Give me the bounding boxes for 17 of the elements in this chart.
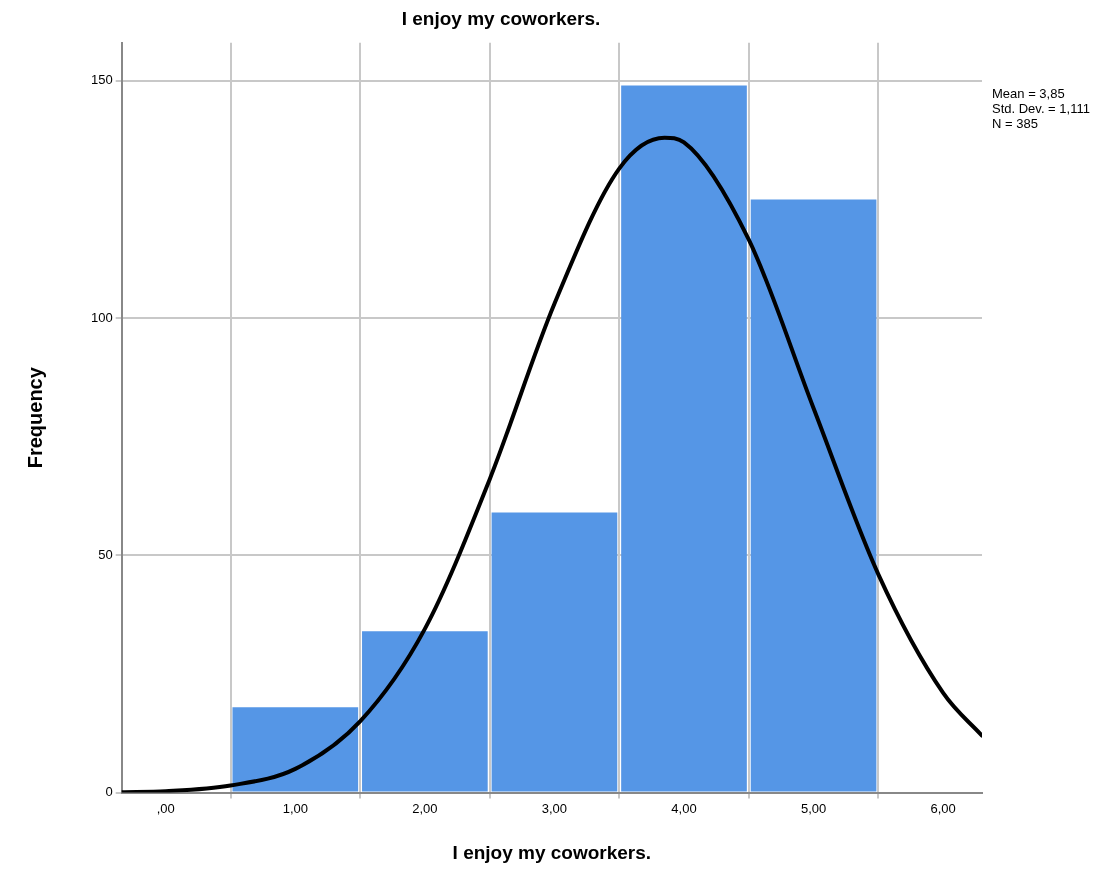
x-tick-label: 2,00 (412, 800, 438, 816)
x-tick-label: 3,00 (541, 800, 568, 816)
text: N = 385 (992, 115, 1038, 131)
y-tick-label: 150 (90, 72, 113, 88)
x-axis-title: I enjoy my coworkers. (452, 841, 652, 863)
chart-title: I enjoy my coworkers. (401, 7, 601, 29)
text: Mean = 3,85 (992, 85, 1065, 101)
x-tick-label: ,00 (156, 800, 175, 816)
y-axis-title: Frequency (23, 366, 46, 469)
x-tick-label: 6,00 (930, 800, 956, 816)
y-tick-label: 100 (90, 309, 113, 325)
text: Std. Dev. = 1,111 (992, 100, 1090, 116)
x-tick-label: 1,00 (282, 800, 308, 816)
x-tick-label: 5,00 (800, 800, 827, 816)
y-tick-label: 50 (98, 546, 113, 562)
y-tick-label: 0 (105, 784, 113, 800)
x-tick-label: 4,00 (671, 800, 697, 816)
